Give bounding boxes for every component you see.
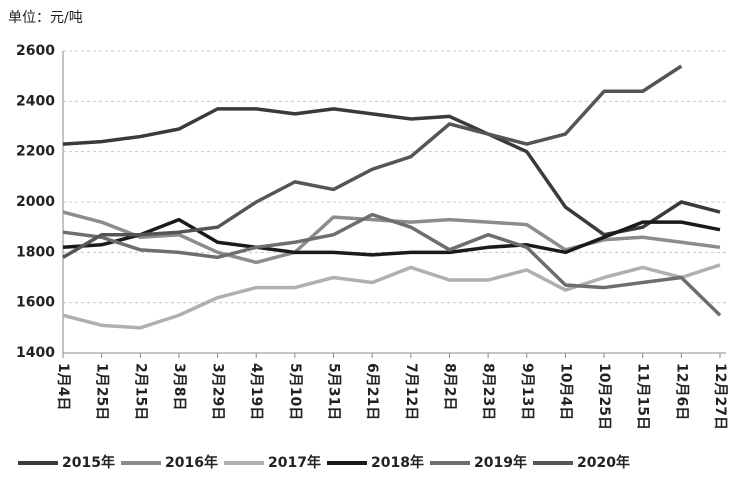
- x-tick-label: 10月25日: [596, 363, 612, 430]
- x-tick-label: 8月2日: [441, 363, 457, 410]
- y-tick-label: 2400: [16, 93, 55, 109]
- y-tick-label: 2200: [16, 144, 55, 160]
- legend-label: 2019年: [474, 454, 527, 471]
- series-line: [62, 217, 721, 257]
- legend-label: 2017年: [268, 454, 321, 471]
- y-tick-label: 1800: [16, 244, 55, 260]
- x-tick-label: 4月19日: [248, 363, 264, 420]
- x-tick-label: 3月8日: [171, 363, 187, 410]
- x-tick-label: 9月13日: [519, 363, 535, 420]
- x-tick-label: 3月29日: [210, 363, 226, 420]
- unit-label: 单位：元/吨: [8, 10, 83, 26]
- series-line: [62, 64, 683, 259]
- y-tick-label: 2000: [16, 194, 55, 210]
- series-line: [62, 107, 721, 237]
- x-tick-label: 11月15日: [635, 363, 651, 430]
- x-tick-label: 5月10日: [287, 363, 303, 420]
- legend-label: 2016年: [165, 454, 218, 471]
- x-tick-label: 8月23日: [480, 363, 496, 420]
- legend-label: 2020年: [577, 454, 630, 471]
- x-tick-label: 5月31日: [326, 363, 342, 420]
- legend-label: 2018年: [371, 454, 424, 471]
- x-tick-label: 2月15日: [132, 363, 148, 420]
- series-line: [62, 263, 721, 330]
- x-tick-label: 6月21日: [364, 363, 380, 420]
- x-tick-label: 1月25日: [94, 363, 110, 420]
- legend-label: 2015年: [62, 454, 115, 471]
- x-tick-label: 10月4日: [557, 363, 573, 420]
- x-tick-label: 1月4日: [55, 363, 71, 410]
- y-tick-label: 1400: [16, 345, 55, 361]
- series-line: [62, 212, 722, 317]
- x-tick-label: 12月27日: [712, 363, 728, 430]
- y-tick-label: 2600: [16, 43, 55, 59]
- x-tick-label: 7月12日: [403, 363, 419, 420]
- y-tick-label: 1600: [16, 295, 55, 311]
- x-tick-label: 12月6日: [673, 363, 689, 420]
